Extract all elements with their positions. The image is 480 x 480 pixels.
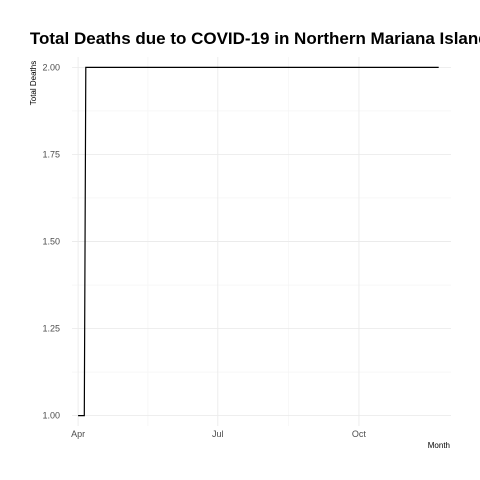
y-axis-ticks: 1.00 1.25 1.50 1.75 2.00 (42, 62, 60, 420)
chart-title: Total Deaths due to COVID-19 in Northern… (30, 29, 480, 48)
minor-gridlines (72, 57, 451, 426)
y-tick-label: 2.00 (42, 62, 60, 72)
y-axis-label: Total Deaths (29, 61, 38, 105)
major-gridlines (72, 57, 451, 426)
x-tick-label: Jul (212, 429, 224, 439)
x-tick-label: Apr (71, 429, 85, 439)
x-tick-label: Oct (352, 429, 367, 439)
y-tick-label: 1.00 (42, 411, 60, 421)
x-axis-label: Month (428, 441, 450, 450)
series-line (78, 66, 439, 417)
y-tick-label: 1.50 (42, 237, 60, 247)
x-axis-ticks: Apr Jul Oct (71, 429, 366, 439)
y-tick-label: 1.75 (42, 149, 60, 159)
series-layer (78, 66, 439, 417)
y-tick-label: 1.25 (42, 324, 60, 334)
